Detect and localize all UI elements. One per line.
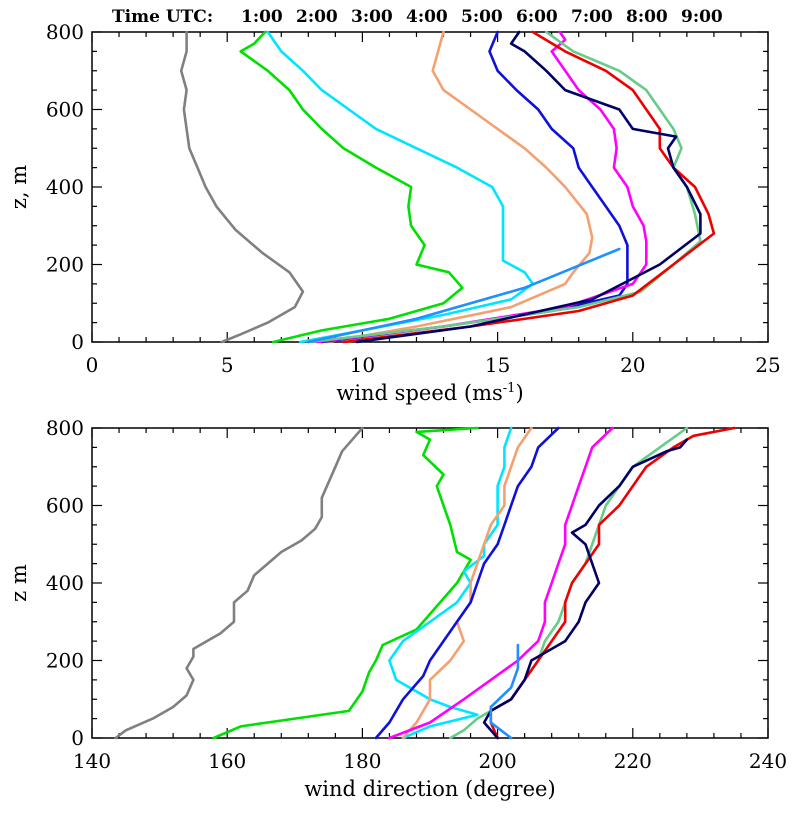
series-line-8-00 [342, 30, 716, 344]
y-tick-label: 600 [46, 494, 84, 518]
y-tick-label: 800 [46, 416, 84, 440]
series-line-3-00 [388, 426, 513, 740]
y-tick-label: 0 [71, 330, 84, 354]
wind-speed-panel: 0 5 10 15 20 25 0 200 400 600 800 wind s… [7, 20, 781, 405]
y-tick-label: 400 [46, 175, 84, 199]
y-tick-label: 0 [71, 726, 84, 750]
x-tick-label: 140 [73, 749, 111, 773]
legend-entry-5: 5:00 [461, 7, 503, 27]
x-tick-label: 25 [755, 353, 780, 377]
legend-entry-7: 7:00 [571, 7, 613, 27]
y-tick-label: 400 [46, 571, 84, 595]
legend-title: Time UTC: [112, 7, 213, 27]
series-line-9-00 [482, 438, 689, 740]
series-line-1-00 [179, 30, 305, 344]
wind-speed-series [179, 30, 716, 344]
series-line-5-00 [374, 426, 560, 740]
wind-speed-ticks [91, 31, 769, 343]
wind-direction-series [114, 426, 736, 740]
wind-speed-y-axis-label: z, m [7, 165, 31, 209]
y-tick-label: 200 [46, 253, 84, 277]
series-line-6-00 [315, 30, 648, 344]
series-line-4-00 [401, 426, 533, 740]
legend: Time UTC: 1:00 2:00 3:00 4:00 5:00 6:00 … [112, 7, 723, 27]
series-line-4-00 [325, 30, 594, 344]
wind-direction-x-axis-label: wind direction (degree) [304, 777, 555, 801]
series-line-1-00 [114, 426, 364, 740]
legend-entry-6: 6:00 [516, 7, 558, 27]
x-tick-label: 220 [614, 749, 652, 773]
wind-speed-plot-frame [91, 31, 769, 343]
series-line-extra-blue [306, 247, 621, 344]
legend-entry-2: 2:00 [296, 7, 338, 27]
wind-direction-panel: 140 160 180 200 220 240 0 200 400 600 80… [7, 416, 787, 801]
y-tick-label: 800 [46, 20, 84, 44]
x-tick-label: 240 [749, 749, 787, 773]
series-line-9-00 [355, 30, 702, 344]
legend-entry-4: 4:00 [406, 7, 448, 27]
legend-entry-1: 1:00 [241, 7, 283, 27]
x-tick-label: 5 [221, 353, 234, 377]
x-tick-label: 180 [343, 749, 381, 773]
x-tick-label: 10 [350, 353, 375, 377]
series-line-7-00 [448, 426, 689, 740]
x-tick-label: 15 [485, 353, 510, 377]
x-tick-label: 20 [620, 353, 645, 377]
wind-direction-y-axis-label: z m [7, 564, 31, 602]
series-line-2-00 [239, 30, 464, 344]
y-tick-label: 200 [46, 649, 84, 673]
series-line-extra-blue [489, 643, 520, 740]
legend-entry-3: 3:00 [351, 7, 393, 27]
y-tick-label: 600 [46, 98, 84, 122]
series-line-3-00 [266, 30, 535, 344]
series-line-5-00 [320, 30, 629, 344]
wind-speed-x-axis-label: wind speed (ms-1) [336, 381, 523, 405]
x-tick-label: 200 [479, 749, 517, 773]
series-line-2-00 [212, 426, 479, 740]
series-line-6-00 [388, 426, 614, 740]
x-tick-label: 0 [86, 353, 99, 377]
x-tick-label: 160 [208, 749, 246, 773]
legend-entry-9: 9:00 [681, 7, 723, 27]
legend-entry-8: 8:00 [626, 7, 668, 27]
